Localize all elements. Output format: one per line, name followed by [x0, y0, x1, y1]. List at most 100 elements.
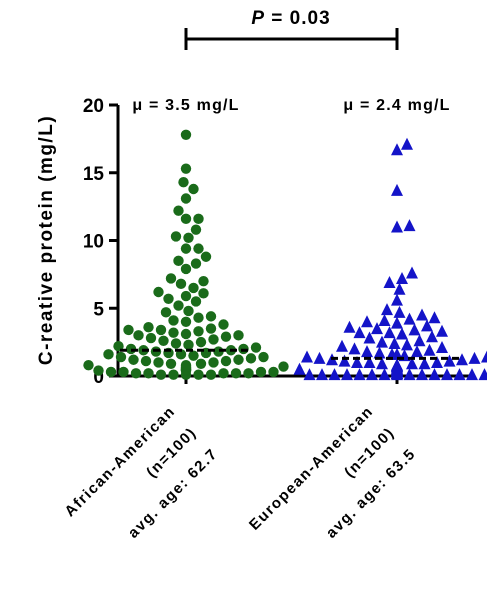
data-point [180, 193, 192, 204]
data-point [293, 362, 306, 375]
data-point [180, 316, 192, 327]
data-point [406, 266, 418, 279]
data-point [431, 355, 443, 368]
data-point [255, 366, 267, 378]
data-point [230, 368, 242, 379]
data-point [481, 350, 487, 363]
data-point [416, 308, 428, 321]
data-point [316, 368, 328, 381]
data-point [180, 290, 192, 302]
data-point [168, 327, 179, 338]
data-point [118, 366, 129, 378]
data-point [268, 366, 279, 378]
data-point [193, 326, 204, 337]
y-axis-label: C-reative protein (mg/L) [36, 115, 57, 365]
data-point [183, 232, 194, 243]
axes: 0 5 10 15 20 [83, 96, 470, 388]
data-point [393, 282, 406, 295]
data-point [158, 335, 169, 346]
data-point [391, 347, 403, 360]
data-point [453, 368, 466, 381]
data-point [195, 358, 207, 370]
data-point [376, 335, 388, 348]
category-label-african-american: African-American (n=100) avg. age: 62.7 [61, 403, 221, 542]
data-point [180, 243, 192, 254]
data-point [183, 305, 194, 317]
data-point [428, 311, 441, 324]
p-value-label: P = 0.03 [251, 8, 330, 29]
data-point [193, 312, 204, 323]
data-point [443, 354, 456, 367]
data-point [218, 368, 229, 379]
data-point [381, 303, 393, 316]
data-point [143, 368, 154, 379]
data-point [363, 355, 376, 368]
data-point [155, 324, 167, 336]
data-point [336, 339, 348, 352]
data-point [168, 315, 179, 326]
data-point [220, 355, 232, 367]
data-point [391, 358, 403, 371]
data-point [411, 345, 423, 358]
data-point [180, 213, 192, 225]
data-point [190, 224, 202, 235]
data-point [183, 339, 194, 351]
data-point [180, 359, 192, 371]
data-point [168, 369, 179, 380]
data-point [403, 219, 416, 232]
data-point [160, 307, 172, 318]
data-point [173, 205, 184, 216]
data-points [83, 129, 487, 381]
data-point [436, 341, 448, 354]
data-point [363, 331, 376, 344]
data-point [391, 293, 403, 306]
data-point [200, 251, 212, 262]
data-point [436, 324, 448, 337]
y-tick-label: 0 [93, 367, 104, 388]
data-point [403, 312, 416, 325]
data-point [341, 368, 353, 381]
data-point [123, 324, 134, 336]
data-point [180, 163, 192, 174]
data-point [396, 271, 408, 284]
data-point [401, 338, 413, 351]
data-point [396, 327, 408, 340]
data-point [250, 342, 262, 353]
data-point [303, 368, 316, 381]
data-point [371, 322, 383, 335]
data-point [383, 276, 396, 289]
data-point [190, 296, 202, 307]
data-point [143, 322, 154, 333]
y-tick-label: 20 [83, 96, 104, 117]
data-point [401, 137, 413, 150]
data-point [188, 282, 199, 294]
data-point [180, 263, 192, 275]
data-point [408, 323, 421, 336]
data-point [180, 328, 192, 340]
data-point [278, 361, 289, 372]
data-point [205, 323, 217, 334]
data-point [208, 334, 219, 345]
data-point [218, 319, 229, 330]
data-point [258, 351, 269, 363]
data-point [173, 300, 184, 311]
data-point [353, 326, 366, 339]
data-point [83, 359, 94, 371]
data-point [163, 293, 174, 304]
data-point [383, 326, 396, 339]
data-point [188, 183, 199, 195]
data-point [233, 354, 244, 365]
data-point [233, 330, 244, 341]
data-point [423, 343, 436, 356]
data-point [190, 258, 202, 269]
data-point [140, 355, 152, 367]
data-point [428, 368, 441, 381]
data-point [388, 336, 401, 349]
data-point [220, 331, 232, 342]
data-point [343, 320, 356, 333]
data-point [198, 275, 209, 287]
data-point [393, 305, 406, 318]
data-point [175, 278, 187, 290]
data-point [178, 177, 189, 188]
